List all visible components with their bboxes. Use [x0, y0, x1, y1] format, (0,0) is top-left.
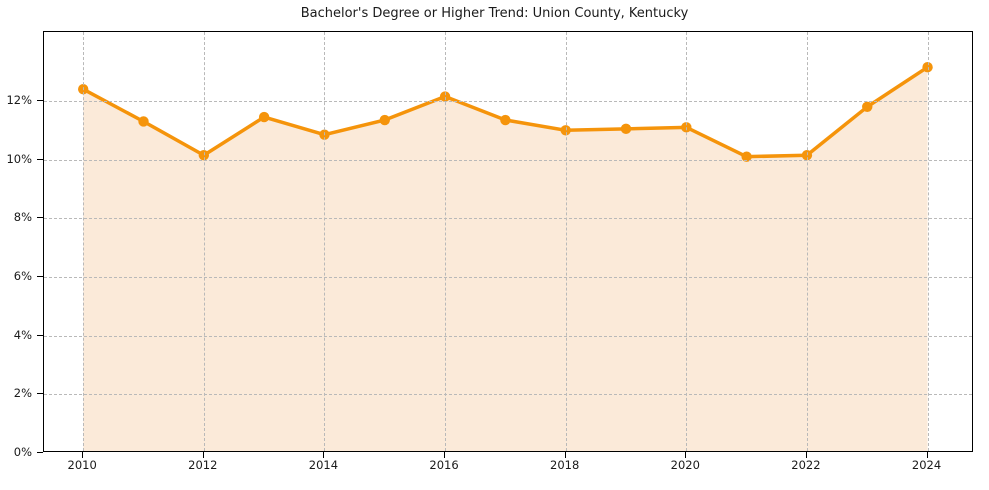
- y-tick-label: 0%: [13, 445, 32, 459]
- gridline-vertical: [927, 32, 929, 451]
- gridline-horizontal: [44, 218, 972, 220]
- data-point-marker[interactable]: [500, 114, 511, 126]
- x-tick-mark: [202, 452, 204, 458]
- y-tick-label: 8%: [13, 210, 32, 225]
- y-tick-mark: [37, 393, 43, 395]
- data-point-marker[interactable]: [258, 111, 270, 123]
- gridline-vertical: [445, 32, 447, 451]
- x-tick-mark: [805, 452, 807, 458]
- y-tick-label: 2%: [13, 386, 32, 401]
- x-tick-mark: [926, 452, 928, 458]
- gridline-vertical: [565, 32, 567, 451]
- data-point-marker[interactable]: [741, 151, 752, 162]
- y-tick-label: 12%: [6, 92, 32, 107]
- gridline-vertical: [203, 32, 205, 451]
- y-tick-mark: [37, 275, 43, 277]
- x-tick-mark: [685, 452, 687, 458]
- y-tick-mark: [37, 217, 43, 219]
- y-tick-mark: [37, 334, 43, 336]
- y-tick-label: 4%: [13, 327, 32, 342]
- gridline-vertical: [83, 32, 85, 451]
- line-series-layer: [78, 62, 933, 451]
- x-tick-label: 2018: [550, 458, 580, 472]
- x-tick-label: 2024: [911, 458, 942, 472]
- data-point-marker[interactable]: [138, 116, 149, 127]
- gridline-horizontal: [44, 100, 972, 102]
- data-point-marker[interactable]: [862, 101, 873, 113]
- gridline-horizontal: [44, 394, 972, 396]
- y-tick-label: 10%: [6, 151, 32, 166]
- y-tick-mark: [37, 452, 43, 453]
- x-tick-label: 2010: [67, 458, 97, 472]
- gridline-vertical: [324, 32, 326, 451]
- gridline-vertical: [806, 32, 808, 451]
- y-axis: 0% 2% 4% 6% 8% 10% 12%: [0, 0, 43, 490]
- x-tick-mark: [323, 452, 325, 458]
- gridline-horizontal: [44, 335, 972, 337]
- y-tick-label: 6%: [13, 268, 32, 283]
- x-tick-label: 2022: [791, 458, 821, 472]
- x-tick-mark: [564, 452, 566, 458]
- y-tick-mark: [37, 99, 43, 101]
- gridline-vertical: [686, 32, 688, 451]
- chart-title: Bachelor's Degree or Higher Trend: Union…: [300, 6, 689, 21]
- gridline-horizontal: [44, 276, 972, 278]
- x-tick-mark: [444, 452, 446, 458]
- x-tick-label: 2014: [308, 458, 339, 472]
- x-tick-label: 2012: [188, 458, 218, 472]
- x-tick-label: 2016: [429, 458, 459, 472]
- data-point-marker[interactable]: [379, 114, 390, 126]
- data-point-marker[interactable]: [620, 123, 632, 135]
- area-fill: [83, 67, 928, 451]
- gridline-horizontal: [44, 159, 972, 161]
- plot-area: [43, 31, 973, 452]
- x-tick-mark: [82, 452, 84, 458]
- x-tick-label: 2020: [670, 458, 700, 472]
- y-tick-mark: [37, 158, 43, 160]
